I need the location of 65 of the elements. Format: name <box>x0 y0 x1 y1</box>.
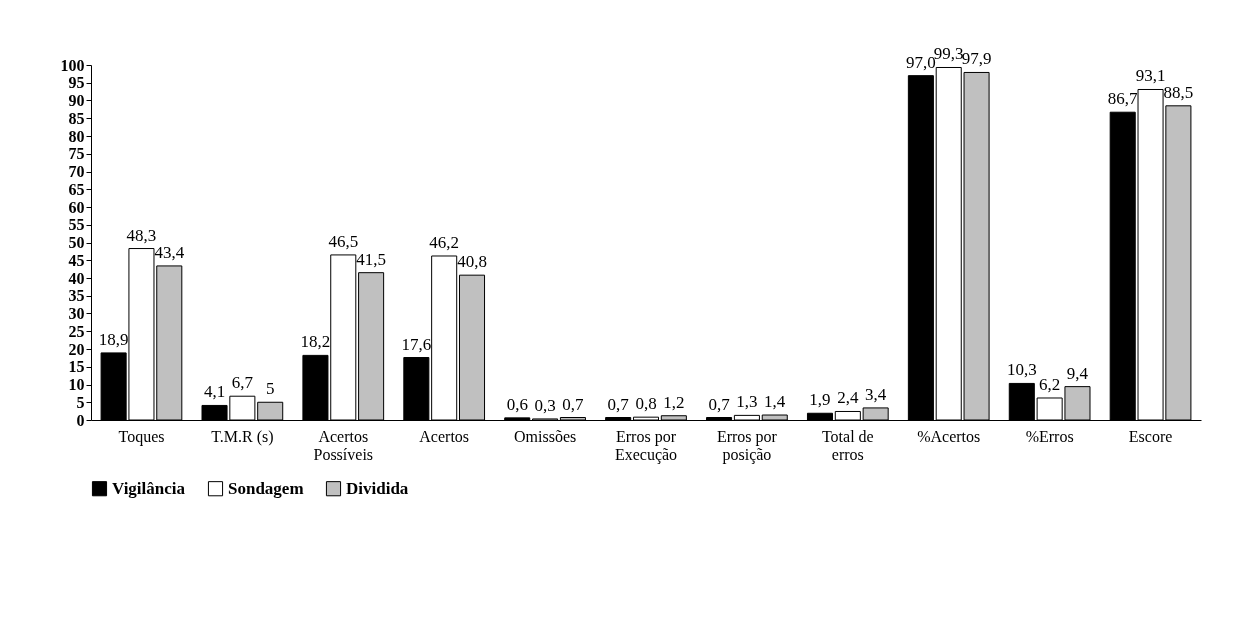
data-label: 18,2 <box>300 332 331 352</box>
data-label: 0,3 <box>534 395 556 415</box>
data-label: 1,9 <box>809 390 831 410</box>
x-tick-label: Escore <box>1128 427 1173 445</box>
data-label: 18,9 <box>98 329 129 349</box>
data-label: 1,2 <box>663 392 685 412</box>
legend-label: Dividida <box>346 478 409 498</box>
data-label: 48,3 <box>126 225 157 245</box>
legend-label: Vigilância <box>112 478 186 498</box>
x-tick-label: Erros por Execução <box>614 427 678 464</box>
data-label: 0,7 <box>708 394 731 414</box>
y-tick-label: 50 <box>68 234 85 251</box>
y-tick-label: 60 <box>68 198 85 216</box>
data-label: 5 <box>265 379 275 399</box>
data-label: 6,2 <box>1039 374 1061 394</box>
data-label: 88,5 <box>1163 82 1194 102</box>
x-tick-label: %Acertos <box>917 427 981 445</box>
data-label: 0,7 <box>607 394 630 414</box>
y-tick-label: 30 <box>68 305 85 322</box>
data-label: 0,6 <box>506 394 528 414</box>
data-label: 0,7 <box>562 394 585 414</box>
y-tick-label: 55 <box>68 216 85 234</box>
y-tick-label: 5 <box>76 393 85 411</box>
x-tick-label: T.M.R (s) <box>211 427 274 446</box>
y-tick-label: 40 <box>68 269 85 287</box>
x-tick-label: Omissões <box>513 427 577 445</box>
data-label: 93,1 <box>1135 66 1166 86</box>
x-tick-label: Erros por posição <box>716 427 778 464</box>
data-label: 46,5 <box>328 231 359 251</box>
data-label: 2,4 <box>837 388 859 408</box>
y-tick-label: 65 <box>68 180 85 198</box>
y-tick-label: 80 <box>68 127 85 145</box>
data-label: 9,4 <box>1066 363 1089 383</box>
data-label: 17,6 <box>401 334 432 354</box>
x-tick-label: Acertos Possíveis <box>313 427 374 463</box>
y-tick-label: 10 <box>68 376 85 393</box>
data-label: 41,5 <box>356 249 386 269</box>
y-tick-label: 85 <box>68 109 85 127</box>
data-label: 6,7 <box>231 373 254 393</box>
x-tick-label: Toques <box>118 427 165 446</box>
y-tick-label: 75 <box>68 145 85 163</box>
data-label: 4,1 <box>203 382 226 402</box>
x-tick-label: Total de erros <box>821 427 874 463</box>
data-label: 0,8 <box>635 394 657 414</box>
data-label: 43,4 <box>154 242 185 262</box>
y-tick-label: 45 <box>68 251 85 269</box>
data-label: 1,3 <box>736 392 758 412</box>
data-label: 86,7 <box>1107 89 1139 109</box>
y-tick-label: 70 <box>68 163 85 180</box>
y-tick-label: 15 <box>68 358 85 376</box>
y-tick-label: 35 <box>68 287 85 305</box>
y-tick-label: 20 <box>68 340 85 358</box>
y-tick-label: 0 <box>76 411 85 429</box>
legend-label: Sondagem <box>228 478 304 498</box>
y-tick-label: 100 <box>60 56 85 74</box>
data-label: 3,4 <box>865 384 887 404</box>
data-label: 10,3 <box>1006 360 1037 380</box>
y-tick-label: 25 <box>68 322 85 340</box>
x-tick-label: %Erros <box>1025 427 1074 445</box>
data-label: 40,8 <box>457 252 487 272</box>
y-tick-label: 95 <box>68 74 85 92</box>
y-tick-label: 90 <box>68 92 85 109</box>
x-tick-label: Acertos <box>419 427 470 445</box>
data-label: 1,4 <box>764 392 786 412</box>
data-label: 46,2 <box>429 232 460 252</box>
